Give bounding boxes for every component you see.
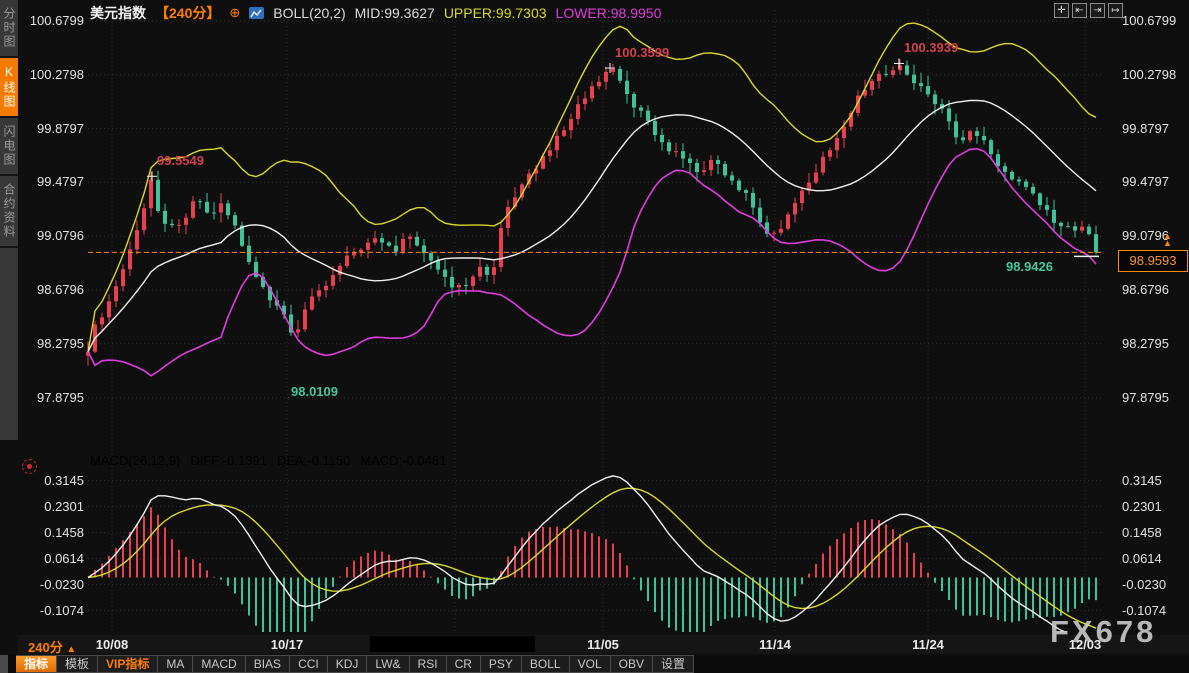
chart-canvas[interactable]	[0, 0, 1189, 673]
price-axis-label-right: 98.6796	[1122, 282, 1169, 297]
price-axis-label-left: 98.6796	[22, 282, 84, 297]
toolbar-button-RSI[interactable]: RSI	[410, 655, 447, 673]
crosshair-tool-icon[interactable]: ✛	[1054, 3, 1069, 18]
toolbar-button-VOL[interactable]: VOL	[570, 655, 611, 673]
toolbar-button-CCI[interactable]: CCI	[290, 655, 328, 673]
toolbar-button-MA[interactable]: MA	[158, 655, 193, 673]
chart-application-window: 分时图K线图闪电图合约资料 美元指数 【240分】 ⊕ BOLL(20,2) M…	[0, 0, 1189, 673]
date-label: 12/03	[1069, 637, 1102, 652]
current-price-tag: 98.9593	[1118, 250, 1188, 272]
boll-upper-value: UPPER:99.7303	[444, 5, 547, 21]
price-axis-label-left: 99.4797	[22, 174, 84, 189]
price-axis-label-left: 100.6799	[22, 13, 84, 28]
macd-axis-label-left: -0.0230	[22, 577, 84, 592]
toolbar-button-KDJ[interactable]: KDJ	[328, 655, 368, 673]
price-axis-label-right: 99.8797	[1122, 121, 1169, 136]
horizontal-scrollbar-thumb[interactable]	[370, 636, 535, 652]
price-axis-label-left: 99.8797	[22, 121, 84, 136]
toolbar-button-VIP指标[interactable]: VIP指标	[98, 655, 158, 673]
high-price-annotation: 100.3599	[615, 45, 669, 60]
sidebar-tab-闪电图[interactable]: 闪电图	[0, 118, 18, 176]
macd-axis-label-left: -0.1074	[22, 603, 84, 618]
price-axis-label-left: 99.0796	[22, 228, 84, 243]
high-price-annotation: 100.3939	[904, 40, 958, 55]
macd-header: MACD(26,12,9) DIFF:-0.1391 DEA:-0.1150 M…	[90, 453, 446, 468]
toolbar-button-BOLL[interactable]: BOLL	[522, 655, 570, 673]
toolbar-button-PSY[interactable]: PSY	[481, 655, 522, 673]
chart-header: 美元指数 【240分】 ⊕ BOLL(20,2) MID:99.3627 UPP…	[90, 3, 661, 23]
price-axis-label-left: 98.2795	[22, 336, 84, 351]
price-axis-label-right: 98.2795	[1122, 336, 1169, 351]
bottom-toolbar: 指标模板VIP指标MAMACDBIASCCIKDJLW&RSICRPSYBOLL…	[0, 655, 1189, 673]
price-up-arrows-icon: ▲▲	[1163, 233, 1172, 247]
date-label: 11/24	[912, 637, 944, 652]
macd-params[interactable]: MACD(26,12,9)	[90, 453, 180, 468]
chart-tool-buttons: ✛⇤⇥↦	[1054, 3, 1123, 18]
left-sidebar: 分时图K线图闪电图合约资料	[0, 0, 18, 440]
price-axis-label-right: 100.2798	[1122, 67, 1176, 82]
jump-to-latest-icon[interactable]: ↦	[1108, 3, 1123, 18]
toolbar-button-OBV[interactable]: OBV	[611, 655, 653, 673]
low-price-annotation: 98.0109	[291, 384, 338, 399]
indicator-pane-close-icon[interactable]	[22, 459, 37, 474]
sidebar-tab-分时图[interactable]: 分时图	[0, 0, 18, 58]
sidebar-tab-合约资料[interactable]: 合约资料	[0, 176, 18, 248]
macd-axis-label-right: 0.2301	[1122, 499, 1162, 514]
bollinger-bands	[88, 23, 1096, 376]
toolbar-button-CR[interactable]: CR	[447, 655, 481, 673]
macd-axis-label-left: 0.0614	[22, 551, 84, 566]
timeframe-label[interactable]: 240分 ▲	[28, 637, 76, 656]
sidebar-tab-K线图[interactable]: K线图	[0, 58, 18, 118]
toolbar-collapse-handle[interactable]	[0, 655, 8, 673]
low-price-annotation: 98.9426	[1006, 259, 1053, 274]
symbol-name: 美元指数	[90, 3, 146, 23]
macd-axis-label-right: 0.1458	[1122, 525, 1162, 540]
toolbar-button-LW&[interactable]: LW&	[367, 655, 409, 673]
toolbar-button-模板[interactable]: 模板	[57, 655, 98, 673]
date-label: 11/14	[759, 637, 791, 652]
macd-axis-label-left: 0.3145	[22, 473, 84, 488]
price-axis-label-right: 100.6799	[1122, 13, 1176, 28]
indicator-name[interactable]: BOLL(20,2)	[273, 5, 345, 21]
pan-right-icon[interactable]: ⇥	[1090, 3, 1105, 18]
macd-histogram	[88, 507, 1096, 636]
toolbar-button-指标[interactable]: 指标	[16, 655, 57, 673]
add-compare-icon[interactable]: ⊕	[229, 5, 240, 21]
price-axis-label-right: 99.4797	[1122, 174, 1169, 189]
indicator-chart-icon[interactable]	[249, 7, 264, 19]
price-axis-label-left: 97.8795	[22, 390, 84, 405]
price-axis-label-right: 97.8795	[1122, 390, 1169, 405]
toolbar-button-设置[interactable]: 设置	[653, 655, 694, 673]
macd-axis-label-left: 0.1458	[22, 525, 84, 540]
toolbar-button-MACD[interactable]: MACD	[193, 655, 245, 673]
macd-axis-label-left: 0.2301	[22, 499, 84, 514]
macd-diff-value: DIFF:-0.1391	[190, 453, 267, 468]
macd-axis-label-right: -0.1074	[1122, 603, 1166, 618]
macd-value: MACD:-0.0481	[360, 453, 446, 468]
high-price-annotation: 99.5549	[157, 153, 204, 168]
toolbar-button-BIAS[interactable]: BIAS	[246, 655, 290, 673]
boll-lower-value: LOWER:98.9950	[556, 5, 662, 21]
price-axis-label-right: 99.0796	[1122, 228, 1169, 243]
date-label: 10/08	[96, 637, 129, 652]
date-label: 11/05	[587, 637, 619, 652]
macd-axis-label-right: 0.0614	[1122, 551, 1162, 566]
macd-axis-label-right: -0.0230	[1122, 577, 1166, 592]
time-axis-row: 240分 ▲ 10/08 10/17 11/05 11/14 11/24 12/03	[18, 635, 1189, 654]
macd-axis-label-right: 0.3145	[1122, 473, 1162, 488]
pan-left-icon[interactable]: ⇤	[1072, 3, 1087, 18]
date-label: 10/17	[271, 637, 304, 652]
price-axis-label-left: 100.2798	[22, 67, 84, 82]
boll-mid-value: MID:99.3627	[355, 5, 435, 21]
macd-dea-value: DEA:-0.1150	[277, 453, 350, 468]
period-badge[interactable]: 【240分】	[155, 3, 220, 23]
